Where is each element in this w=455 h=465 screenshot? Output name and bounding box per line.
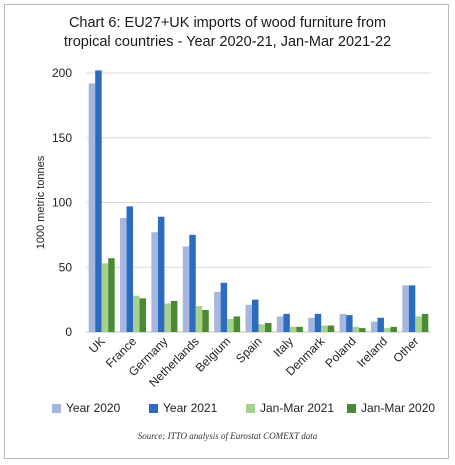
bar xyxy=(276,316,284,332)
bar xyxy=(321,325,328,332)
bar xyxy=(126,206,134,332)
y-tick-label: 0 xyxy=(65,325,72,339)
bar xyxy=(265,322,272,332)
bar xyxy=(390,326,397,332)
legend-label: Year 2021 xyxy=(163,401,218,415)
bar xyxy=(108,258,115,332)
bar xyxy=(245,304,252,332)
x-tick-label: Ireland xyxy=(354,334,390,370)
chart-title-line-2: tropical countries - Year 2020-21, Jan-M… xyxy=(63,34,392,50)
bar xyxy=(182,246,190,332)
legend-item: Year 2021 xyxy=(149,401,217,415)
bar xyxy=(233,316,241,332)
bar xyxy=(421,313,429,332)
bar xyxy=(88,83,96,332)
bar xyxy=(339,313,347,332)
bar xyxy=(164,303,171,332)
bar xyxy=(359,328,366,332)
bar xyxy=(170,300,178,332)
x-tick-label: Italy xyxy=(271,334,296,359)
y-tick-label: 50 xyxy=(59,260,73,274)
bar xyxy=(346,315,353,332)
x-tick-label: Belgium xyxy=(193,334,234,375)
legend-label: Jan-Mar 2020 xyxy=(361,401,436,415)
bar xyxy=(283,313,290,332)
x-tick-label: UK xyxy=(86,334,108,356)
bar xyxy=(227,319,234,332)
chart-legend: Year 2020 Year 2021 Jan-Mar 2021 Jan-Mar 20… xyxy=(0,401,455,417)
chart-title: Chart 6: EU27+UK imports of wood furnitu… xyxy=(0,14,455,52)
x-tick-label: Other xyxy=(390,334,421,365)
bar xyxy=(289,326,297,332)
x-tick-label: Spain xyxy=(233,334,265,366)
bar xyxy=(101,263,109,332)
legend-swatch xyxy=(52,403,61,413)
bar xyxy=(189,234,196,332)
x-tick-label: Poland xyxy=(322,334,358,370)
y-axis-label: 1000 metric tonnes xyxy=(35,155,47,249)
bar xyxy=(202,309,209,332)
bar xyxy=(95,70,102,332)
bar xyxy=(139,298,147,332)
legend-item: Jan-Mar 2021 xyxy=(246,401,334,415)
bar xyxy=(327,325,335,332)
chart-title-line-1: Chart 6: EU27+UK imports of wood furnitu… xyxy=(68,15,387,31)
bar xyxy=(308,317,315,332)
y-tick-label: 100 xyxy=(52,196,72,210)
bar xyxy=(133,295,140,332)
legend-label: Jan-Mar 2021 xyxy=(260,401,335,415)
bar xyxy=(415,316,422,332)
bar xyxy=(352,326,360,332)
legend-label: Year 2020 xyxy=(66,401,121,415)
bar xyxy=(370,321,378,332)
bar xyxy=(383,328,391,332)
bar xyxy=(120,218,127,332)
bar xyxy=(157,216,165,332)
y-tick-label: 200 xyxy=(52,66,72,80)
legend-swatch xyxy=(149,403,158,413)
legend-item: Jan-Mar 2020 xyxy=(347,401,435,415)
bar xyxy=(258,324,265,332)
bar xyxy=(296,326,303,332)
y-tick-label: 150 xyxy=(52,131,72,145)
bar xyxy=(151,232,158,332)
bar xyxy=(252,299,259,332)
legend-swatch xyxy=(347,403,356,413)
bar xyxy=(314,313,322,332)
bar xyxy=(408,285,416,332)
legend-swatch xyxy=(246,403,255,413)
bar xyxy=(220,282,228,332)
bar xyxy=(214,291,221,332)
bar xyxy=(402,285,409,332)
bar xyxy=(377,317,384,332)
bar xyxy=(195,306,203,332)
source-note: Source: ITTO analysis of Eurostat COMEXT… xyxy=(137,431,318,441)
chart-frame xyxy=(4,4,449,459)
legend-item: Year 2020 xyxy=(52,401,120,415)
